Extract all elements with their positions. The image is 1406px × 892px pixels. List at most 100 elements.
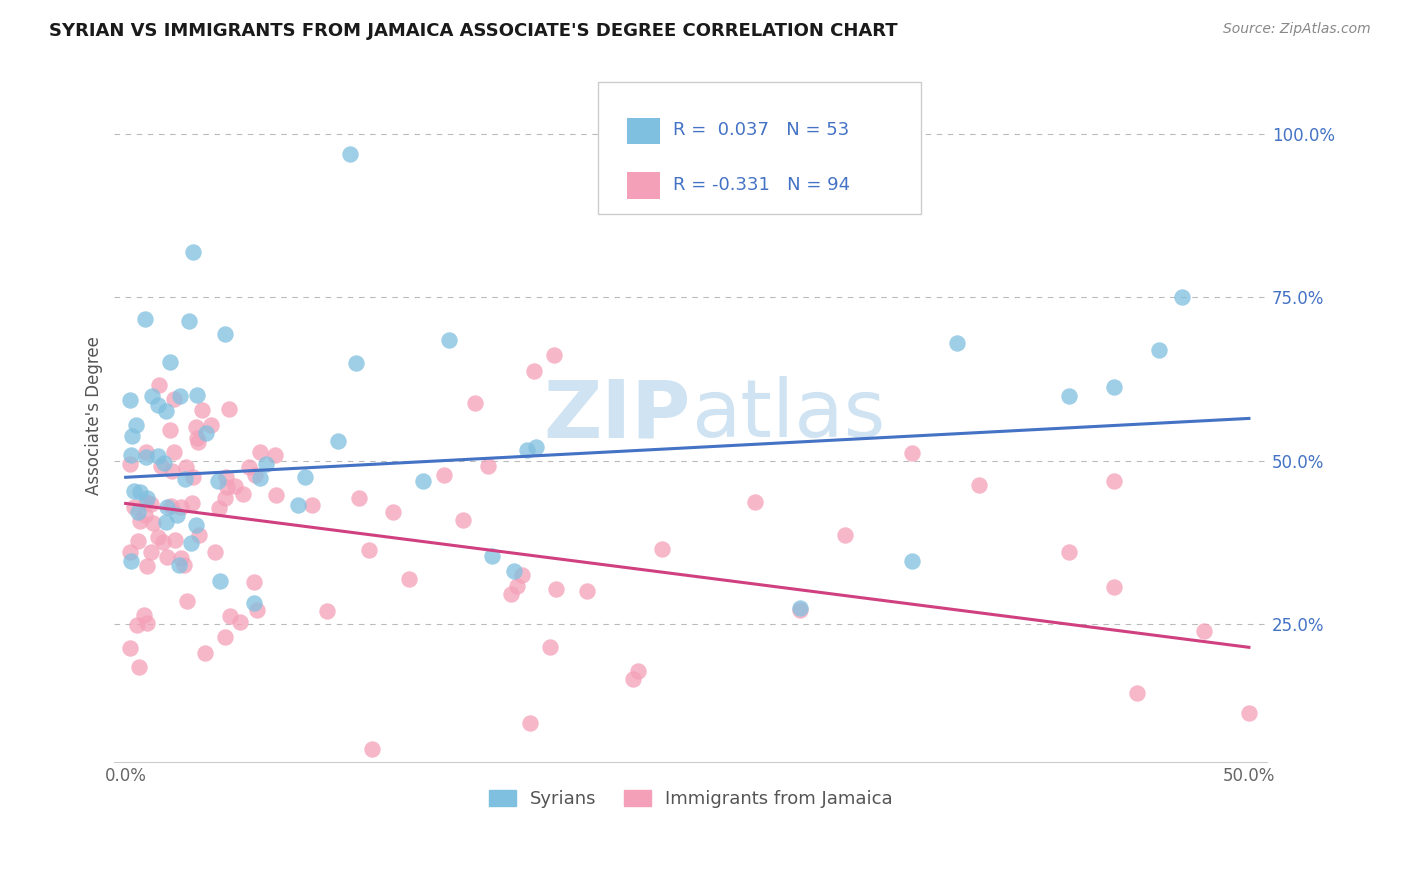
Point [194, 426, 217, 441]
Point [148, 398, 170, 412]
Point [215, 469, 238, 483]
Point [232, 487, 254, 501]
Point [411, 474, 433, 488]
Point [181, 470, 204, 484]
Point [249, 471, 271, 485]
Point [120, 457, 142, 471]
Point [121, 429, 143, 443]
Point [148, 377, 170, 392]
Point [381, 505, 404, 519]
Point [361, 741, 384, 756]
Point [789, 601, 811, 615]
Point [150, 459, 173, 474]
Point [1057, 545, 1080, 559]
Point [160, 464, 183, 478]
Point [204, 544, 226, 558]
Point [200, 417, 222, 432]
Text: R =  0.037   N = 53: R = 0.037 N = 53 [673, 121, 849, 139]
Point [523, 364, 546, 378]
Point [264, 449, 287, 463]
Point [135, 450, 157, 465]
Point [316, 604, 339, 618]
Point [901, 554, 924, 568]
Point [1170, 290, 1192, 304]
Point [339, 146, 361, 161]
Point [127, 533, 149, 548]
Point [347, 491, 370, 506]
Point [186, 388, 208, 402]
Point [169, 500, 191, 515]
Point [163, 445, 186, 459]
Point [1125, 686, 1147, 700]
Point [503, 564, 526, 578]
Point [155, 515, 177, 529]
Point [136, 558, 159, 573]
Point [120, 393, 142, 408]
Point [901, 446, 924, 460]
Point [326, 434, 349, 448]
Point [519, 715, 541, 730]
Bar [627, 118, 659, 145]
Text: Source: ZipAtlas.com: Source: ZipAtlas.com [1223, 22, 1371, 37]
Point [153, 457, 176, 471]
Legend: Syrians, Immigrants from Jamaica: Syrians, Immigrants from Jamaica [481, 782, 900, 815]
Point [451, 513, 474, 527]
Point [120, 554, 142, 568]
Point [543, 348, 565, 362]
Point [141, 545, 163, 559]
Point [166, 508, 188, 522]
Point [287, 498, 309, 512]
Point [129, 514, 152, 528]
Point [969, 478, 991, 492]
Point [155, 404, 177, 418]
Point [224, 479, 246, 493]
Point [834, 528, 856, 542]
Point [576, 584, 599, 599]
Point [214, 491, 236, 505]
Point [481, 549, 503, 563]
Point [156, 500, 179, 515]
Point [139, 497, 162, 511]
Text: SYRIAN VS IMMIGRANTS FROM JAMAICA ASSOCIATE'S DEGREE CORRELATION CHART: SYRIAN VS IMMIGRANTS FROM JAMAICA ASSOCI… [49, 22, 898, 40]
Point [242, 574, 264, 589]
Point [207, 474, 229, 488]
Bar [627, 172, 659, 199]
Point [1192, 624, 1215, 639]
Point [184, 517, 207, 532]
Point [194, 646, 217, 660]
Point [167, 558, 190, 572]
Point [129, 485, 152, 500]
Point [246, 602, 269, 616]
Point [1057, 389, 1080, 403]
Point [1102, 379, 1125, 393]
Point [181, 244, 204, 259]
Point [651, 541, 673, 556]
Point [398, 572, 420, 586]
Point [546, 582, 568, 596]
Point [132, 607, 155, 622]
Point [125, 417, 148, 432]
Point [506, 579, 529, 593]
Point [789, 603, 811, 617]
Point [218, 608, 240, 623]
Point [477, 459, 499, 474]
Point [134, 508, 156, 523]
Point [238, 460, 260, 475]
Point [621, 672, 644, 686]
Point [346, 355, 368, 369]
Point [152, 535, 174, 549]
Point [122, 500, 145, 514]
Point [122, 484, 145, 499]
Point [120, 545, 142, 559]
Point [301, 498, 323, 512]
Point [208, 574, 231, 589]
Point [159, 423, 181, 437]
Point [174, 460, 197, 475]
Point [264, 487, 287, 501]
Point [214, 326, 236, 341]
Point [156, 549, 179, 564]
Point [191, 402, 214, 417]
Point [214, 630, 236, 644]
Text: R = -0.331   N = 94: R = -0.331 N = 94 [673, 176, 851, 194]
Point [187, 434, 209, 449]
